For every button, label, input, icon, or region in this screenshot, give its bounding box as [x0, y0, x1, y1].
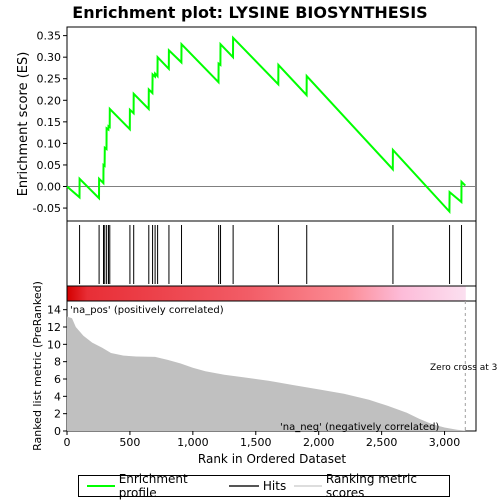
legend: Enrichment profile Hits Ranking metric s… — [78, 472, 450, 500]
es-y-tick-label: 0.10 — [37, 137, 62, 150]
es-y-tick-label: 0.35 — [37, 30, 62, 43]
ranking-metric-area — [67, 316, 466, 431]
legend-hits-label: Hits — [262, 479, 287, 493]
legend-ranking: Ranking metric scores — [294, 472, 449, 500]
legend-hits-swatch — [228, 485, 259, 487]
x-tick-label: 2,000 — [303, 436, 335, 449]
metric-y-tick-label: 4 — [54, 390, 61, 403]
legend-ranking-swatch — [294, 485, 322, 487]
legend-ranking-label: Ranking metric scores — [325, 472, 417, 500]
x-tick-label: 500 — [119, 436, 140, 449]
x-tick-label: 3,000 — [429, 436, 461, 449]
chart-title: Enrichment plot: LYSINE BIOSYNTHESIS — [72, 3, 427, 22]
x-tick-label: 1,000 — [177, 436, 209, 449]
enrichment-profile-line — [66, 35, 467, 215]
legend-enrichment-swatch — [87, 485, 115, 487]
heat-fill — [67, 286, 466, 301]
es-y-tick-label: 0.15 — [37, 116, 62, 129]
metric-y-axis: 14 12 10 8 6 4 2 0 — [47, 304, 67, 438]
x-tick-label: 0 — [64, 436, 71, 449]
metric-y-tick-label: 6 — [54, 373, 61, 386]
metric-y-tick-label: 8 — [54, 356, 61, 369]
es-y-tick-label: 0.20 — [37, 94, 62, 107]
metric-y-tick-label: 2 — [54, 408, 61, 421]
metric-y-tick-label: 12 — [47, 321, 61, 334]
zero-cross-label: Zero cross at 3 — [430, 363, 497, 373]
metric-y-tick-label: 14 — [47, 304, 61, 317]
legend-enrichment-label: Enrichment profile — [118, 472, 188, 500]
hits-panel — [66, 220, 477, 287]
x-axis: 0 500 1,000 1,500 2,000 2,500 3,000 — [64, 431, 461, 449]
legend-hits: Hits — [228, 479, 287, 493]
positive-correlation-label: 'na_pos' (positively correlated) — [70, 305, 224, 316]
x-axis-label: Rank in Ordered Dataset — [198, 452, 346, 466]
es-y-tick-label: 0.05 — [37, 159, 62, 172]
metric-y-axis-label: Ranked list metric (PreRanked) — [31, 281, 44, 451]
legend-enrichment: Enrichment profile — [87, 472, 221, 500]
metric-y-tick-label: 0 — [54, 425, 61, 438]
es-y-tick-label: 0.00 — [37, 181, 62, 194]
es-plot-frame — [66, 26, 477, 222]
es-y-axis-label: Enrichment score (ES) — [16, 52, 31, 197]
es-y-tick-label: 0.30 — [37, 51, 62, 64]
negative-correlation-label: 'na_neg' (negatively correlated) — [280, 422, 439, 433]
hit-markers — [79, 225, 463, 284]
metric-y-tick-label: 10 — [47, 338, 61, 351]
heatmap-bar — [67, 286, 466, 301]
es-y-tick-label: 0.25 — [37, 73, 62, 86]
x-tick-label: 2,500 — [366, 436, 398, 449]
es-y-axis: 0.35 0.30 0.25 0.20 0.15 0.10 0.05 0.00 -0.05 — [33, 30, 67, 215]
es-y-tick-label: -0.05 — [33, 202, 61, 215]
x-tick-label: 1,500 — [240, 436, 272, 449]
